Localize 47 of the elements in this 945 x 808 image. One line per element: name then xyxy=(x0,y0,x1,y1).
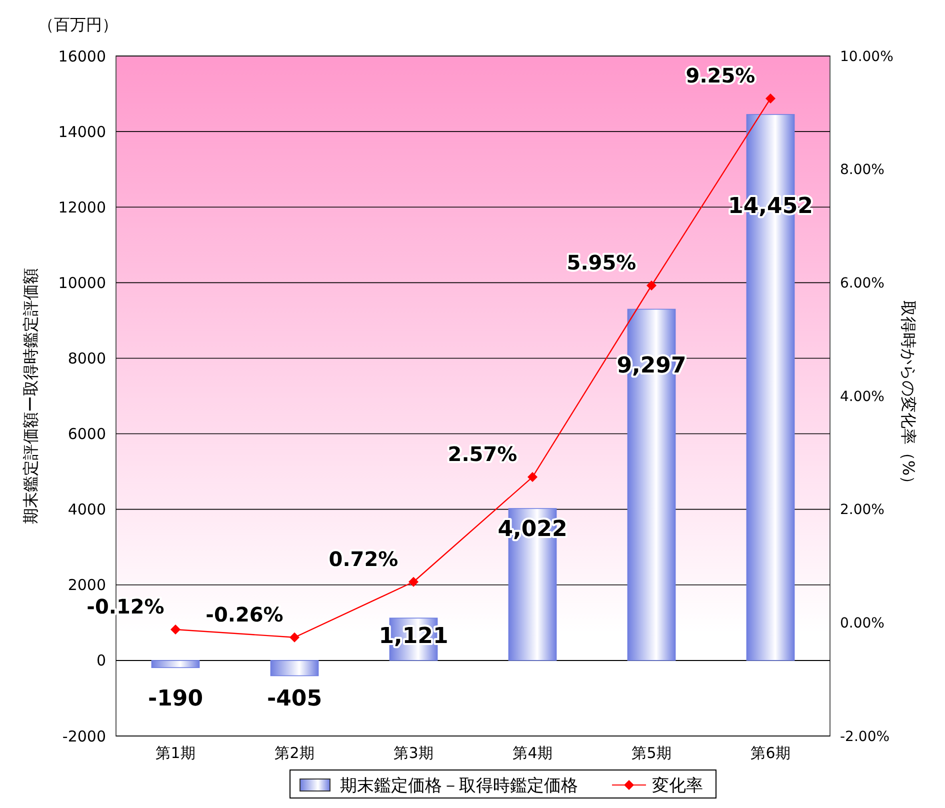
point xyxy=(528,472,538,482)
data-label: 9.25% xyxy=(686,64,756,88)
y2-tick-label: 6.00% xyxy=(840,276,884,292)
y-tick-label: -2000 xyxy=(62,727,106,746)
data-label: 5.95% xyxy=(566,250,636,274)
point xyxy=(170,624,180,634)
y-tick-label: 4000 xyxy=(68,500,106,519)
y2-tick-label: 10.00% xyxy=(840,48,894,65)
y-tick-label: 0 xyxy=(96,652,106,670)
text: （百万円） xyxy=(38,15,118,34)
y2-tick-label: 4.00% xyxy=(840,388,884,405)
data-label: 2.57% xyxy=(448,442,518,466)
data-label: 0.72% xyxy=(328,546,398,571)
data-label: -405 xyxy=(266,686,322,712)
point xyxy=(290,632,300,642)
x-tick-label: 第3期 xyxy=(394,744,434,762)
legend-label: 変化率 xyxy=(652,776,703,796)
bar xyxy=(151,660,200,668)
y2-tick-label: -2.00% xyxy=(840,728,890,745)
y-tick-label: 2000 xyxy=(68,576,106,594)
x-tick-label: 第2期 xyxy=(274,744,314,762)
y-tick-label: 6000 xyxy=(68,425,106,444)
data-label: 14,452 xyxy=(728,194,813,219)
data-label: 9,297 xyxy=(616,353,686,378)
point xyxy=(646,280,656,290)
x-tick-label: 第1期 xyxy=(156,744,196,762)
y-tick-label: 8000 xyxy=(68,349,106,368)
data-label: 1,121 xyxy=(378,624,448,650)
data-label: -0.26% xyxy=(206,602,284,626)
bar xyxy=(270,660,319,676)
legend-label: 期末鑑定価格－取得時鑑定価格 xyxy=(340,776,578,796)
y-tick-label: 16000 xyxy=(58,47,106,66)
point xyxy=(766,94,776,104)
x-tick-label: 第6期 xyxy=(750,744,790,762)
y-tick-label: 14000 xyxy=(58,122,106,141)
x-tick-label: 第4期 xyxy=(512,744,552,762)
data-label: 4,022 xyxy=(498,516,568,542)
x-tick-label: 第5期 xyxy=(632,744,672,762)
y2-tick-label: 8.00% xyxy=(840,162,884,178)
y-axis-title: 期末鑑定評価額ー取得時鑑定評価額 xyxy=(21,268,40,524)
y2-axis-title: 取得時からの変化率（%） xyxy=(899,300,918,492)
y-tick-label: 10000 xyxy=(58,274,106,292)
y-tick-label: 12000 xyxy=(58,198,106,216)
y2-tick-label: 0.00% xyxy=(840,616,884,632)
data-label: -190 xyxy=(148,686,204,712)
point xyxy=(408,576,418,587)
y2-tick-label: 2.00% xyxy=(840,502,884,518)
